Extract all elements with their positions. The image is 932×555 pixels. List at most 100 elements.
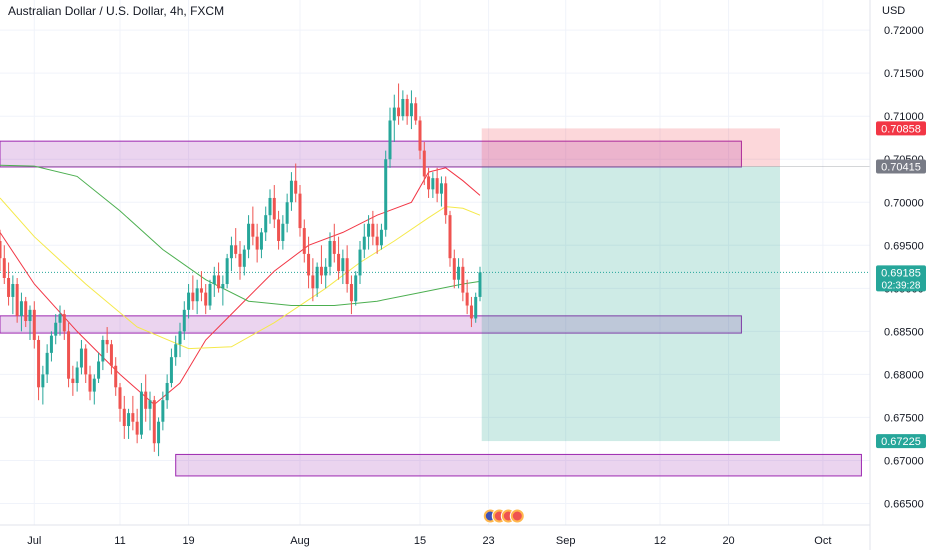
candle-body xyxy=(328,240,332,267)
candle-body xyxy=(251,223,255,237)
candle-body xyxy=(289,180,293,203)
candle xyxy=(67,322,71,388)
candle-body xyxy=(217,275,221,289)
candle xyxy=(435,167,439,203)
candle xyxy=(204,284,208,315)
candle xyxy=(285,193,289,233)
candle-body xyxy=(268,197,272,216)
price-tick-label: 0.68000 xyxy=(884,369,924,381)
candle xyxy=(234,228,238,259)
candle xyxy=(157,417,161,457)
candle-body xyxy=(354,275,358,302)
candle-body xyxy=(221,284,225,289)
candle xyxy=(139,382,143,439)
candle xyxy=(444,176,448,224)
candle xyxy=(84,344,88,383)
candle-body xyxy=(448,215,452,259)
candle xyxy=(427,167,431,198)
candle-body xyxy=(397,107,401,117)
candle-body xyxy=(367,223,371,237)
currency-label: USD xyxy=(882,5,906,17)
candle xyxy=(461,258,465,302)
candle-body xyxy=(469,305,473,319)
candle xyxy=(242,245,246,276)
candle-body xyxy=(49,335,53,353)
candle-body xyxy=(131,413,135,422)
candle-body xyxy=(84,348,88,375)
candle-body xyxy=(422,150,426,177)
time-tick-label: 11 xyxy=(114,535,125,547)
candle xyxy=(88,365,92,401)
candle xyxy=(217,262,221,293)
price-tick-label: 0.70000 xyxy=(884,197,924,209)
candle-body xyxy=(71,378,75,383)
candle-body xyxy=(461,266,465,293)
candle xyxy=(452,249,456,289)
candle xyxy=(148,391,152,431)
candle-body xyxy=(41,374,45,388)
candle xyxy=(414,97,418,125)
candle-body xyxy=(272,197,276,220)
candle-body xyxy=(11,284,15,297)
candle xyxy=(127,408,131,439)
candle-body xyxy=(187,292,191,310)
candle xyxy=(49,331,53,362)
candle xyxy=(54,314,58,345)
candle-body xyxy=(247,223,251,250)
candle xyxy=(302,219,306,263)
event-flag-icon[interactable] xyxy=(509,508,525,524)
candle xyxy=(255,223,259,263)
price-label-value: 0.70858 xyxy=(881,123,921,135)
candle-body xyxy=(259,232,263,250)
candle-body xyxy=(88,374,92,392)
candle-body xyxy=(418,120,422,151)
candle-body xyxy=(97,361,101,379)
candle-body xyxy=(212,275,216,285)
candle-body xyxy=(401,98,405,117)
price-label-badge: 0.67225 xyxy=(876,434,926,449)
candle-body xyxy=(105,339,109,345)
candle xyxy=(152,395,156,452)
candle xyxy=(358,240,362,285)
candle xyxy=(422,142,426,186)
candle-body xyxy=(414,103,418,121)
candle-body xyxy=(427,176,431,190)
candle-body xyxy=(465,292,469,306)
candle-body xyxy=(45,352,49,375)
candle-body xyxy=(234,245,238,254)
candle xyxy=(32,301,36,349)
candle xyxy=(191,275,195,310)
candle xyxy=(277,210,281,250)
time-tick-label: 23 xyxy=(482,535,494,547)
short-position[interactable] xyxy=(0,128,870,442)
price-tick-label: 0.71500 xyxy=(884,68,924,80)
candle-body xyxy=(118,387,122,409)
candle-body xyxy=(242,249,246,267)
economic-events[interactable] xyxy=(482,508,525,524)
candle xyxy=(62,309,66,340)
candles xyxy=(0,83,482,457)
candle xyxy=(478,266,482,302)
candle-body xyxy=(452,258,456,280)
price-tick-label: 0.72000 xyxy=(884,25,924,37)
candle xyxy=(397,83,401,125)
candle xyxy=(405,94,409,125)
candle xyxy=(259,228,263,259)
candle-body xyxy=(435,178,439,194)
time-tick-label: 15 xyxy=(414,535,426,547)
candle-body xyxy=(58,314,62,323)
candle xyxy=(311,258,315,302)
time-tick-label: 20 xyxy=(722,535,734,547)
time-axis[interactable]: Jul 11 19 Aug 15 23 Sep 12 20 Oct xyxy=(0,524,870,547)
candle-body xyxy=(0,240,2,259)
candle xyxy=(2,245,6,285)
candle-body xyxy=(315,266,319,289)
candle-body xyxy=(405,98,409,117)
price-tick-label: 0.68500 xyxy=(884,326,924,338)
candle xyxy=(469,296,473,328)
price-label-value: 0.70415 xyxy=(881,162,921,174)
candle-body xyxy=(294,180,298,194)
